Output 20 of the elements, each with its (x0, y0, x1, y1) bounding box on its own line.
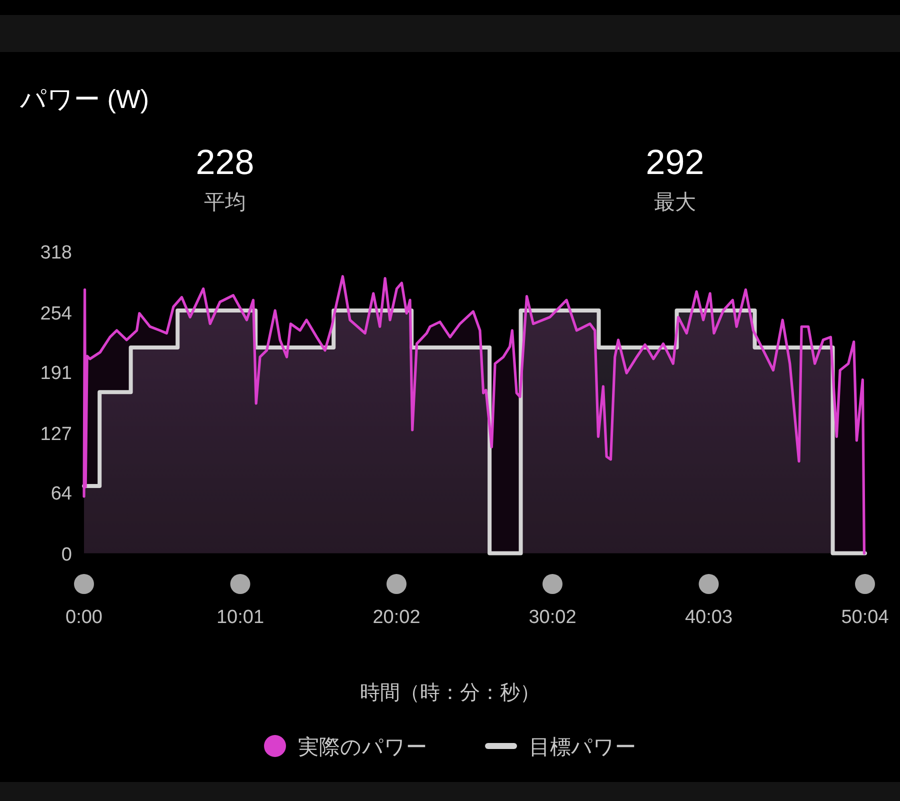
x-tick-label: 10:01 (216, 607, 264, 628)
legend-label: 目標パワー (529, 736, 636, 759)
x-tick-label: 0:00 (66, 607, 102, 628)
y-tick-label: 127 (40, 424, 72, 445)
x-tick-label: 20:02 (372, 607, 420, 628)
annotation: 平均 (204, 191, 246, 214)
x-axis-title: 時間（時：分：秒） (360, 682, 540, 704)
y-tick-label: 191 (40, 363, 72, 384)
annotation: 228 (196, 143, 254, 182)
y-tick-label: 318 (40, 242, 72, 264)
annotation: 最大 (654, 191, 696, 214)
title: パワー (W) (20, 84, 150, 114)
y-tick-label: 254 (40, 303, 72, 324)
legend-label: 実際のパワー (298, 736, 427, 759)
y-tick-label: 64 (50, 484, 72, 505)
x-tick-label: 40:03 (684, 607, 733, 628)
x-tick-label: 50:04 (841, 607, 889, 628)
annotation: 292 (646, 143, 704, 182)
y-tick-label: 0 (61, 544, 72, 566)
x-tick-label: 30:02 (528, 607, 576, 628)
